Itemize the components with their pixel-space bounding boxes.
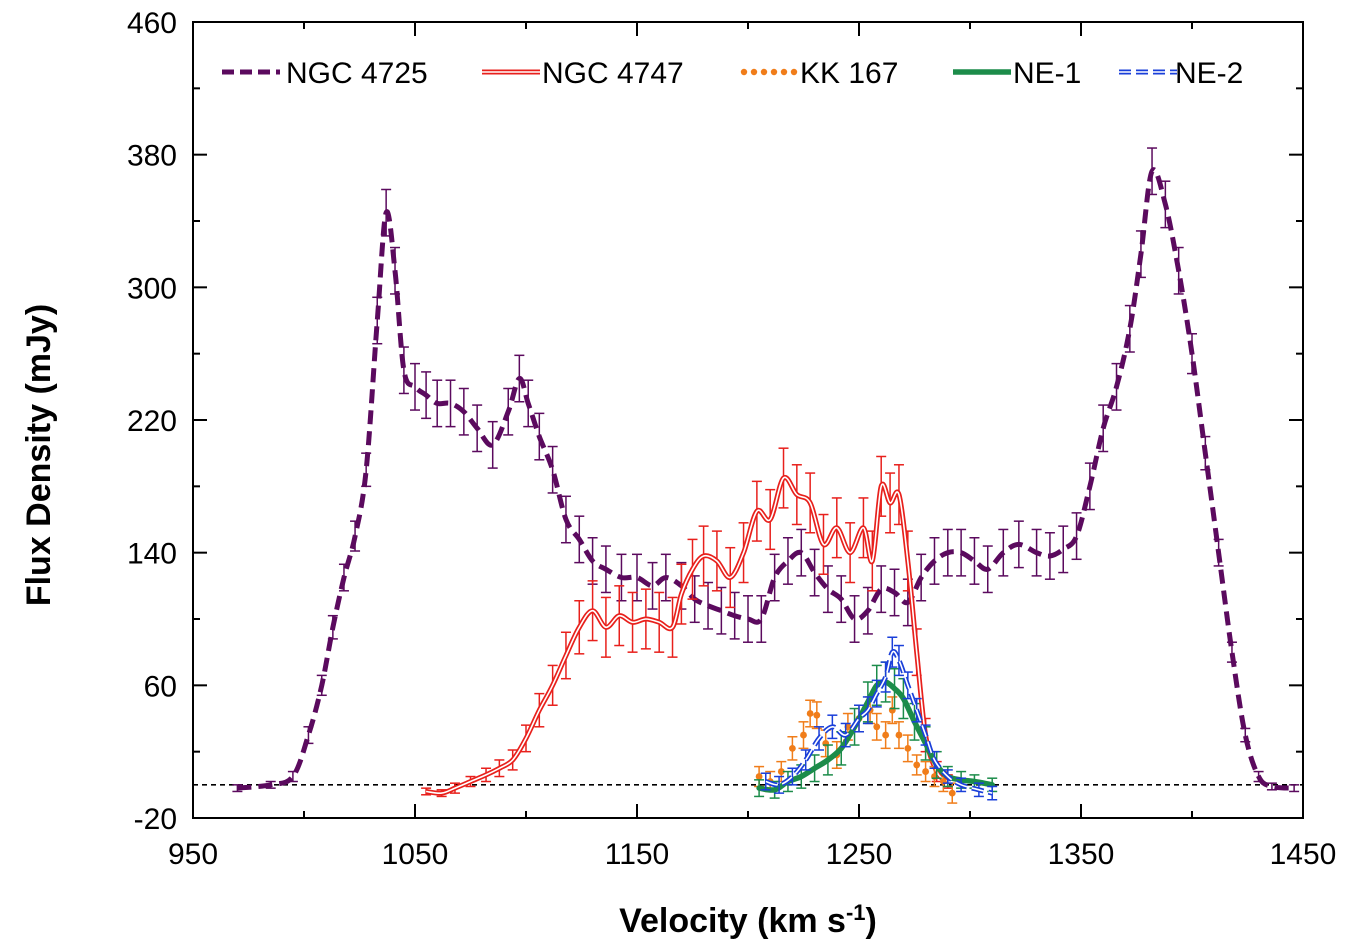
x-tick-label: 1350 [1048,838,1115,871]
legend-swatch-dot-kk-167 [740,68,748,76]
x-axis-title-main: Velocity (km s [619,902,846,940]
legend-swatch-dot-kk-167 [780,68,788,76]
series-line-ngc-4747 [425,474,950,796]
data-point-kk-167 [882,731,890,739]
x-tick-label: 1250 [826,838,893,871]
errorbar-ngc-4725 [782,536,793,585]
data-point-kk-167 [873,723,881,731]
errorbar-ne-2 [893,644,904,677]
x-tick-label: 1150 [605,838,670,871]
legend-item-ne-2: NE-2 [1119,57,1243,90]
y-tick-label: 460 [127,7,177,40]
series-line-inner-ngc-4747 [426,476,949,795]
legend-swatch-dot-kk-167 [770,68,778,76]
series-ngc-4725 [232,147,1300,793]
x-axis-title: Velocity (km s-1) [619,900,877,940]
series-line-inner-ne-2 [765,650,993,794]
data-point-kk-167 [806,710,814,717]
errorbar-ne-2 [774,775,785,794]
legend-label-kk-167: KK 167 [800,57,898,90]
data-point-kk-167 [913,761,921,769]
y-tick-label: 220 [127,405,177,438]
errorbar-ngc-4725 [1098,404,1109,453]
data-point-kk-167 [789,744,796,752]
errorbar-ne-2 [760,772,771,791]
data-point-kk-167 [755,773,763,780]
legend-swatch-dot-kk-167 [790,68,798,76]
y-tick-label: 300 [127,272,177,305]
series-ne-2 [760,636,998,801]
series-line-ngc-4725 [237,167,1295,791]
data-point-kk-167 [813,711,821,719]
legend-swatch-dot-kk-167 [750,68,758,76]
y-axis-title: Flux Density (mJy) [20,304,58,606]
legend-label-ngc-4725: NGC 4725 [286,57,428,90]
errorbar-ngc-4725 [822,565,833,614]
legend-label-ne-1: NE-1 [1013,57,1081,90]
errorbar-ngc-4725 [547,445,558,494]
errorbar-ne-2 [854,704,864,733]
legend-swatch-dot-kk-167 [760,68,768,76]
data-point-kk-167 [895,731,903,739]
x-tick-label: 1450 [1270,838,1337,871]
y-tick-label: 140 [127,538,177,571]
data-point-kk-167 [904,744,912,752]
legend-item-ne-1: NE-1 [953,57,1081,90]
errorbar-ngc-4725 [647,561,658,610]
legend-item-ngc-4747: NGC 4747 [482,57,684,90]
errorbar-ngc-4725 [849,595,860,643]
errorbar-ngc-4725 [769,553,780,602]
errorbar-ngc-4725 [956,528,967,577]
data-point-kk-167 [777,768,785,775]
errorbar-ngc-4725 [410,362,420,411]
plot-frame-layer [192,21,1304,819]
legend-item-ngc-4725: NGC 4725 [222,57,428,90]
data-point-kk-167 [800,731,807,739]
errorbar-ngc-4725 [1289,784,1300,793]
errorbar-ngc-4725 [1071,512,1082,561]
data-point-kk-167 [948,789,956,797]
plot-frame [192,21,1304,819]
series-ngc-4747 [421,447,953,798]
x-axis-title-end: ) [866,902,877,940]
errorbar-ngc-4725 [487,420,498,469]
x-tick-label: 1050 [382,838,449,871]
errorbar-ne-2 [987,785,998,801]
errorbar-ne-2 [787,767,798,786]
errorbar-ngc-4725 [876,565,887,614]
legend-label-ngc-4747: NGC 4747 [542,57,684,90]
errorbar-ngc-4725 [1058,525,1069,574]
axis-ticks-layer: 950 1050 1150 1250 1350 1450 -20 60 140 220 300 380… [127,7,1336,871]
legend-item-kk-167: KK 167 [740,57,898,90]
errorbar-ngc-4725 [398,346,409,395]
x-tick-label: 950 [168,838,218,871]
errorbar-ngc-4725 [809,548,820,597]
errorbar-ngc-4725 [756,595,767,643]
y-tick-label: -20 [134,803,177,836]
legend-label-ne-2: NE-2 [1175,57,1243,90]
legend: NGC 4725 NGC 4747 KK 167 NE-1 NE-2 [222,57,1243,90]
data-point-kk-167 [922,768,929,775]
y-tick-label: 60 [144,670,177,703]
series-layer [232,147,1300,804]
y-tick-label: 380 [127,140,177,173]
x-axis-title-superscript: -1 [846,900,866,925]
errorbar-ngc-4725 [969,536,980,585]
errorbar-ngc-4725 [703,581,714,630]
errorbar-ngc-4725 [743,595,753,643]
errorbar-ngc-4725 [445,379,456,428]
